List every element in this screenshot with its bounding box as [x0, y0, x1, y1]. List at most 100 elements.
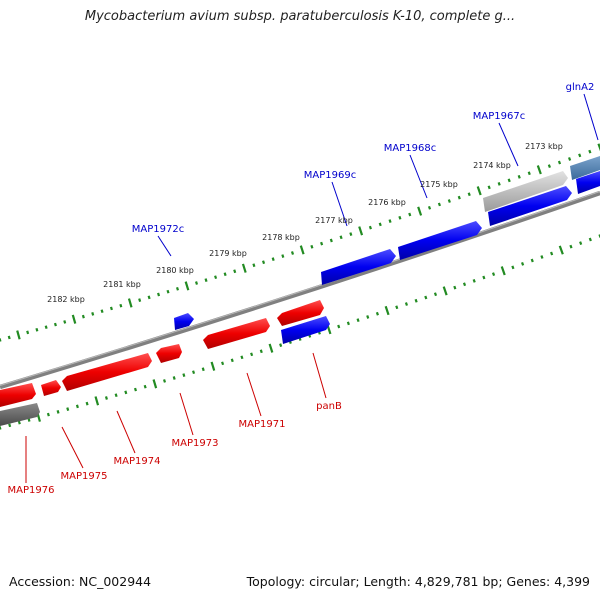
minor-tick	[568, 157, 572, 161]
gene-arrow-map1973[interactable]	[156, 344, 182, 363]
major-tick	[358, 226, 364, 236]
minor-tick	[104, 396, 108, 400]
minor-tick	[388, 219, 392, 223]
minor-tick	[588, 237, 592, 242]
minor-tick	[433, 292, 438, 297]
gene-label[interactable]: glnA2	[566, 82, 595, 93]
minor-tick	[414, 298, 418, 303]
minor-tick	[497, 181, 501, 186]
minor-tick	[8, 423, 12, 428]
minor-tick	[550, 251, 554, 256]
tick-label: 2173 kbp	[525, 142, 563, 151]
minor-tick	[378, 222, 382, 227]
minor-tick	[569, 244, 573, 249]
minor-tick	[408, 212, 412, 217]
minor-tick	[588, 149, 592, 154]
leader-line	[61, 426, 84, 469]
major-tick	[241, 263, 247, 273]
leader-line	[116, 410, 136, 454]
major-tick	[94, 396, 100, 406]
gene-arrow-forward[interactable]	[321, 249, 396, 285]
minor-tick	[133, 387, 137, 392]
gene-arrow-steel[interactable]	[570, 156, 600, 180]
minor-tick	[56, 410, 60, 414]
gene-arrow-grey-dark[interactable]	[0, 403, 40, 426]
minor-tick	[163, 379, 167, 383]
minor-tick	[339, 235, 343, 240]
minor-tick	[172, 376, 176, 380]
minor-tick	[66, 407, 70, 411]
minor-tick	[119, 303, 123, 308]
minor-tick	[482, 275, 486, 280]
minor-tick	[7, 335, 11, 340]
accession-text: Accession: NC_002944	[9, 574, 152, 589]
minor-tick	[143, 384, 147, 389]
minor-tick	[290, 251, 295, 255]
gene-label[interactable]: MAP1975	[61, 471, 108, 482]
gene-arrow-map1976[interactable]	[0, 383, 36, 407]
leader-line	[409, 154, 428, 199]
major-tick	[536, 165, 542, 175]
major-tick	[597, 143, 600, 152]
major-tick	[152, 379, 158, 389]
major-tick	[476, 186, 482, 196]
gene-label[interactable]: MAP1969c	[304, 170, 356, 181]
minor-tick	[175, 286, 180, 291]
gene-arrow-grey-light[interactable]	[483, 171, 568, 212]
leader-line	[331, 181, 348, 227]
minor-tick	[223, 272, 227, 277]
minor-tick	[138, 298, 142, 302]
minor-tick	[262, 260, 266, 265]
gene-label[interactable]: MAP1968c	[384, 143, 436, 154]
major-tick	[268, 343, 274, 353]
reverse-strand-features	[0, 300, 324, 426]
gene-arrow-map1974[interactable]	[62, 353, 152, 391]
forward-strand-features	[174, 156, 600, 344]
tick-label: 2177 kbp	[315, 216, 353, 225]
gene-label[interactable]: panB	[316, 401, 342, 412]
minor-tick	[517, 174, 521, 179]
gene-arrow-map1975[interactable]	[41, 380, 61, 396]
minor-tick	[356, 318, 360, 323]
major-tick	[127, 298, 133, 308]
minor-tick	[109, 306, 113, 311]
minor-tick	[252, 263, 256, 268]
leader-line	[498, 122, 519, 167]
minor-tick	[204, 278, 208, 282]
minor-tick	[530, 258, 534, 263]
gene-arrow-forward[interactable]	[488, 186, 572, 226]
minor-tick	[395, 305, 399, 310]
gene-label[interactable]: MAP1967c	[473, 111, 525, 122]
tick-label: 2174 kbp	[473, 161, 511, 170]
gene-label[interactable]: MAP1973	[172, 438, 219, 449]
minor-tick	[368, 225, 372, 230]
minor-tick	[467, 192, 471, 197]
tick-label: 2178 kbp	[262, 233, 300, 242]
minor-tick	[114, 393, 118, 398]
gene-arrow-forward[interactable]	[398, 221, 482, 260]
minor-tick	[85, 401, 89, 406]
gene-label[interactable]: MAP1976	[8, 485, 55, 496]
major-tick	[442, 286, 448, 296]
major-tick	[16, 330, 21, 340]
minor-tick	[124, 390, 128, 395]
gene-arrow-panb-reverse[interactable]	[277, 300, 324, 326]
minor-tick	[240, 355, 244, 360]
gene-arrow-glna2[interactable]	[576, 171, 600, 194]
minor-tick	[398, 215, 402, 220]
minor-tick	[166, 289, 170, 294]
topology-summary: Topology: circular; Length: 4,829,781 bp…	[246, 574, 590, 589]
gene-label[interactable]: MAP1972c	[132, 224, 184, 235]
minor-tick	[547, 164, 551, 169]
major-tick	[558, 245, 564, 255]
gene-arrow-panb-forward[interactable]	[281, 316, 330, 344]
gene-arrow-map1972c[interactable]	[174, 313, 194, 330]
minor-tick	[366, 315, 370, 319]
gene-label[interactable]: MAP1974	[114, 456, 161, 467]
gene-label[interactable]: MAP1971	[239, 419, 286, 430]
minor-tick	[192, 370, 196, 375]
gene-arrow-map1971[interactable]	[203, 318, 270, 349]
major-tick	[417, 206, 423, 216]
minor-tick	[233, 269, 237, 274]
minor-tick	[17, 420, 21, 425]
